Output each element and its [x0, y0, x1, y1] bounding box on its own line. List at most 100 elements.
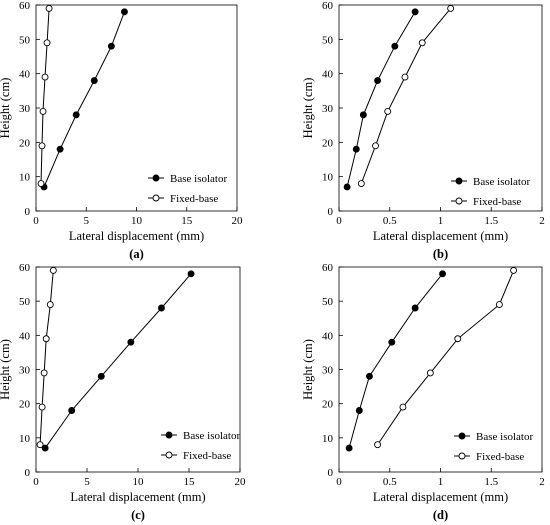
data-point-base-isolator	[352, 145, 360, 153]
data-point-base-isolator	[107, 42, 115, 50]
y-tick-label: 40	[322, 330, 334, 342]
legend-marker	[165, 431, 173, 439]
panel-label: (a)	[129, 247, 144, 261]
data-point-base-isolator	[343, 183, 351, 191]
series-line-fixed-base	[39, 270, 54, 445]
x-tick-label: 1.5	[484, 476, 498, 488]
data-point-fixed-base	[43, 39, 51, 47]
data-point-fixed-base	[39, 107, 47, 115]
x-tick-label: 2	[539, 476, 545, 488]
data-point-base-isolator	[187, 270, 195, 278]
series-line-fixed-base	[377, 270, 515, 445]
data-point-base-isolator	[374, 77, 382, 84]
legend-marker	[152, 194, 160, 202]
y-tick-label: 30	[322, 103, 334, 115]
series-line-fixed-base	[40, 8, 50, 184]
y-tick-label: 20	[322, 137, 334, 149]
y-tick-label: 40	[322, 69, 334, 81]
data-point-base-isolator	[439, 270, 446, 278]
legend-entry: Base isolator	[183, 430, 240, 442]
data-point-fixed-base	[401, 73, 409, 81]
x-axis-label: Lateral displacement (mm)	[373, 229, 508, 243]
data-point-fixed-base	[510, 266, 518, 274]
y-tick-label: 10	[322, 433, 334, 445]
data-point-base-isolator	[90, 77, 98, 84]
y-tick-label: 20	[322, 399, 334, 411]
x-tick-label: 15	[184, 476, 196, 488]
data-point-fixed-base	[399, 403, 407, 411]
legend-entry: Base isolator	[473, 176, 530, 188]
data-point-fixed-base	[357, 180, 365, 187]
data-point-fixed-base	[45, 4, 53, 12]
series-line-base-isolator	[44, 273, 192, 449]
x-tick-label: 0.5	[383, 215, 397, 227]
x-tick-label: 20	[232, 215, 244, 227]
x-tick-label: 1	[438, 476, 444, 488]
y-tick-label: 0	[328, 467, 334, 479]
x-tick-label: 0	[33, 215, 39, 227]
legend-marker	[152, 174, 160, 182]
panel-label: (c)	[131, 508, 145, 522]
y-tick-label: 40	[19, 330, 31, 342]
data-point-base-isolator	[345, 444, 353, 452]
y-axis-label: Height (cm)	[0, 78, 12, 139]
x-tick-label: 5	[84, 476, 90, 488]
data-point-fixed-base	[36, 441, 44, 449]
legend-entry: Base isolator	[476, 431, 533, 443]
data-point-base-isolator	[120, 8, 128, 16]
data-point-fixed-base	[41, 73, 49, 81]
chart-panel-1: 0 5 10 15 20 0 10 20 30 40 50 60 Lateral displacemen…	[0, 0, 243, 261]
data-point-fixed-base	[38, 403, 46, 411]
panel-label: (b)	[433, 247, 448, 261]
x-axis-label: Lateral displacement (mm)	[69, 229, 204, 243]
data-point-fixed-base	[426, 369, 434, 377]
y-tick-label: 30	[19, 365, 31, 377]
data-point-base-isolator	[68, 407, 76, 414]
series-line-base-isolator	[43, 11, 125, 188]
x-tick-label: 15	[181, 215, 193, 227]
y-tick-label: 50	[322, 296, 334, 308]
data-point-fixed-base	[495, 301, 503, 309]
legend-entry: Fixed-base	[170, 193, 218, 205]
y-tick-label: 50	[19, 296, 31, 308]
x-tick-label: 0	[336, 476, 342, 488]
data-point-base-isolator	[355, 407, 363, 414]
data-point-fixed-base	[42, 335, 50, 343]
x-tick-label: 1.5	[484, 215, 498, 227]
panel-label: (d)	[433, 508, 448, 522]
data-point-base-isolator	[411, 8, 419, 16]
y-tick-label: 50	[322, 34, 334, 46]
x-tick-label: 5	[84, 215, 90, 227]
y-axis-label: Height (cm)	[301, 339, 315, 400]
legend-marker	[455, 197, 463, 205]
data-point-fixed-base	[374, 441, 382, 449]
x-tick-label: 0	[33, 476, 39, 488]
legend-marker	[458, 432, 466, 440]
series-line-base-isolator	[346, 11, 416, 188]
chart-panel-3: 0 5 10 15 20 0 10 20 30 40 50 60 Lateral displacemen…	[0, 262, 246, 522]
data-point-fixed-base	[454, 335, 462, 343]
y-tick-label: 60	[19, 0, 31, 12]
y-tick-label: 30	[322, 365, 334, 377]
legend-entry: Fixed-base	[473, 196, 521, 208]
x-tick-label: 0.5	[383, 476, 397, 488]
data-point-fixed-base	[418, 39, 426, 47]
y-tick-label: 0	[328, 206, 334, 218]
series-line-base-isolator	[348, 273, 443, 449]
legend-entry: Fixed-base	[183, 450, 231, 462]
data-point-fixed-base	[37, 180, 45, 187]
x-tick-label: 1	[438, 215, 444, 227]
y-tick-label: 60	[19, 262, 31, 274]
x-tick-label: 10	[131, 215, 143, 227]
x-axis-label: Lateral displacement (mm)	[70, 490, 205, 504]
y-tick-label: 20	[19, 137, 31, 149]
x-tick-label: 20	[235, 476, 247, 488]
data-point-fixed-base	[49, 266, 57, 274]
data-point-base-isolator	[359, 111, 367, 119]
legend-entry: Base isolator	[170, 173, 227, 185]
data-point-base-isolator	[127, 338, 135, 346]
data-point-base-isolator	[97, 372, 105, 380]
series-line-fixed-base	[360, 8, 451, 184]
y-tick-label: 10	[19, 433, 31, 445]
